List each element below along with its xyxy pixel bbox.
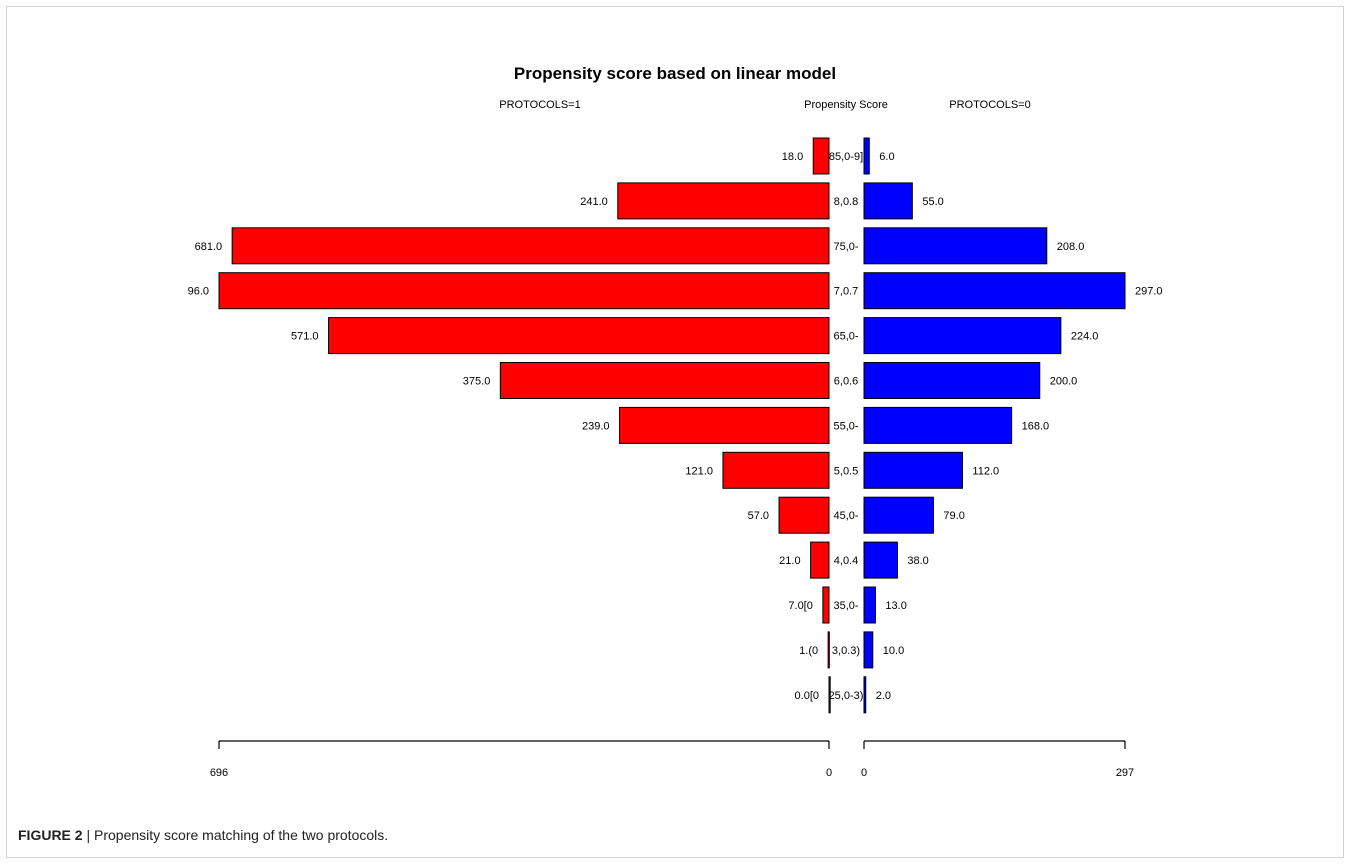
left-group-header: PROTOCOLS=1 (499, 99, 580, 111)
bar-value-label-protocols-1: 241.0 (580, 196, 608, 208)
bar-protocols-1 (328, 317, 830, 355)
bar-value-label-protocols-0: 168.0 (1022, 420, 1050, 432)
category-label: 6,0.6 (834, 376, 858, 388)
bar-value-label-protocols-1: 681.0 (195, 241, 223, 253)
bar-value-label-protocols-1: 18.0 (782, 151, 803, 163)
category-label: 4,0.4 (834, 555, 858, 567)
bar-value-label-protocols-1: 1.(0 (799, 645, 818, 657)
bar-protocols-0 (863, 317, 1062, 355)
bar-value-label-protocols-0: 200.0 (1050, 376, 1078, 388)
bar-protocols-1 (810, 541, 830, 579)
category-label: 35,0- (833, 600, 858, 612)
bar-protocols-1 (812, 137, 830, 175)
bar-value-label-protocols-1: 571.0 (291, 331, 319, 343)
caption-text: Propensity score matching of the two pro… (94, 827, 389, 843)
bar-protocols-0 (863, 496, 934, 534)
bar-protocols-0 (863, 227, 1048, 265)
bar-value-label-protocols-0: 297.0 (1135, 286, 1163, 298)
bar-protocols-0 (863, 182, 913, 220)
category-label: 7,0.7 (834, 286, 858, 298)
category-label: 55,0- (833, 420, 858, 432)
bar-value-label-protocols-1: 239.0 (582, 420, 610, 432)
bar-value-label-protocols-1: 21.0 (779, 555, 800, 567)
bar-value-label-protocols-1: 96.0 (188, 286, 209, 298)
bar-protocols-1 (231, 227, 830, 265)
bar-value-label-protocols-0: 55.0 (922, 196, 943, 208)
category-label: 8,0.8 (834, 196, 858, 208)
bars-layer: 18.0 6.0 85,0-9] 241.0 55.0 8,0.8 681.0 208.0 75… (188, 137, 1163, 714)
bar-value-label-protocols-0: 2.0 (876, 690, 891, 702)
bar-protocols-1 (617, 182, 830, 220)
bar-protocols-0 (863, 676, 867, 714)
bar-protocols-1 (722, 451, 830, 489)
category-label: 3,0.3) (832, 645, 860, 657)
right-group-header: PROTOCOLS=0 (949, 99, 1030, 111)
axes-layer: 696 0 0 297 (210, 740, 1134, 779)
bar-protocols-0 (863, 451, 963, 489)
left-axis-tick-label: 0 (826, 767, 832, 779)
bar-protocols-0 (863, 631, 874, 669)
category-label: 25,0-3) (829, 690, 864, 702)
bar-value-label-protocols-0: 10.0 (883, 645, 904, 657)
bar-protocols-1 (218, 272, 830, 310)
right-axis-tick-label: 0 (861, 767, 867, 779)
bar-value-label-protocols-0: 79.0 (943, 510, 964, 522)
bar-value-label-protocols-0: 208.0 (1057, 241, 1085, 253)
bar-value-label-protocols-1: 121.0 (685, 465, 713, 477)
bar-protocols-1 (828, 676, 831, 714)
bar-protocols-1 (499, 362, 830, 399)
caption-separator: | (86, 827, 91, 843)
category-label: 65,0- (833, 331, 858, 343)
bar-protocols-0 (863, 272, 1126, 310)
category-label: 45,0- (833, 510, 858, 522)
category-label: 85,0-9] (829, 151, 863, 163)
figure-label: FIGURE 2 (18, 827, 83, 843)
bar-protocols-1 (827, 631, 830, 669)
right-axis-tick-label: 297 (1116, 767, 1134, 779)
bar-value-label-protocols-0: 38.0 (907, 555, 928, 567)
bar-value-label-protocols-1: 375.0 (463, 376, 491, 388)
chart-title: Propensity score based on linear model (514, 64, 836, 83)
bar-value-label-protocols-0: 224.0 (1071, 331, 1099, 343)
bar-protocols-1 (778, 496, 830, 534)
bar-value-label-protocols-1: 57.0 (748, 510, 769, 522)
left-axis-tick-label: 696 (210, 767, 228, 779)
bar-value-label-protocols-1: 7.0[0 (788, 600, 812, 612)
category-label: 5,0.5 (834, 465, 858, 477)
bar-value-label-protocols-1: 0.0[0 (795, 690, 819, 702)
category-label: 75,0- (833, 241, 858, 253)
bar-protocols-1 (619, 406, 830, 444)
bar-protocols-0 (863, 541, 898, 579)
bar-protocols-0 (863, 586, 876, 624)
bar-protocols-0 (863, 137, 870, 175)
figure-caption: FIGURE 2 | Propensity score matching of … (18, 827, 388, 843)
bar-value-label-protocols-0: 13.0 (885, 600, 906, 612)
bar-protocols-1 (822, 586, 830, 624)
bar-value-label-protocols-0: 112.0 (972, 465, 999, 477)
bar-value-label-protocols-0: 6.0 (879, 151, 894, 163)
bar-protocols-0 (863, 406, 1013, 444)
bar-protocols-0 (863, 362, 1041, 399)
center-axis-header: Propensity Score (804, 99, 888, 111)
